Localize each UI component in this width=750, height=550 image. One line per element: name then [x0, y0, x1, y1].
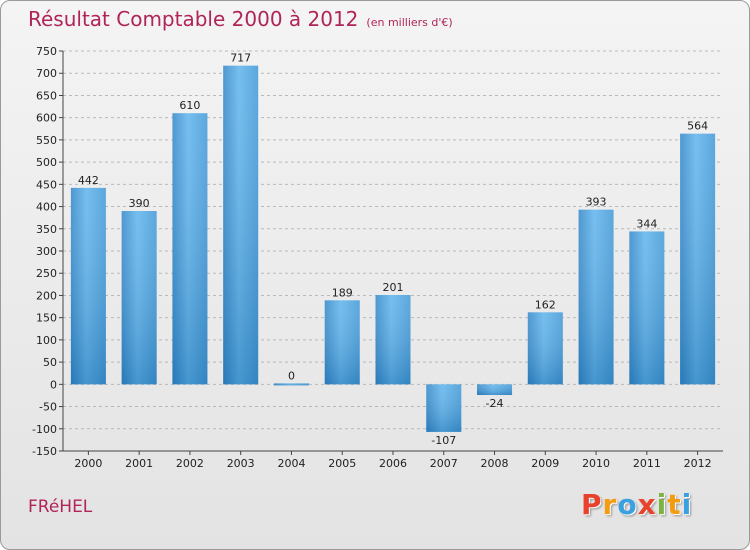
x-tick-label-2004: 2004: [277, 457, 305, 470]
chart-title: Résultat Comptable 2000 à 2012 (en millie…: [28, 7, 453, 31]
y-tick-label: 350: [36, 223, 57, 236]
y-tick-label: 100: [36, 334, 57, 347]
proxiti-logo: Proxiti: [581, 488, 692, 521]
value-label-2002: 610: [179, 99, 200, 112]
value-label-2006: 201: [383, 281, 404, 294]
x-tick-label-2011: 2011: [633, 457, 661, 470]
y-tick-label: 250: [36, 267, 57, 280]
bar-shade-2008: [477, 384, 513, 395]
bars: [70, 65, 716, 432]
bar-shade-2003: [223, 65, 259, 385]
chart-title-text: Résultat Comptable 2000 à 2012: [28, 7, 359, 31]
y-tick-label: -50: [39, 401, 57, 414]
commune-name: FRéHEL: [28, 497, 93, 517]
y-tick-label: 450: [36, 178, 57, 191]
x-tick-label-2007: 2007: [430, 457, 458, 470]
logo-letter: r: [602, 488, 618, 521]
value-label-2012: 564: [687, 120, 708, 133]
bar-shade-2012: [680, 133, 716, 385]
y-tick-label: 50: [43, 356, 57, 369]
x-tick-label-2009: 2009: [531, 457, 559, 470]
value-label-2007: -107: [431, 434, 456, 447]
bar-shade-2002: [172, 113, 208, 385]
bar-shade-2000: [70, 187, 106, 385]
value-label-2008: -24: [486, 397, 504, 410]
chart-subtitle: (en milliers d'€): [366, 16, 453, 29]
x-tick-label-2005: 2005: [328, 457, 356, 470]
x-tick-label-2002: 2002: [176, 457, 204, 470]
value-label-2000: 442: [78, 174, 99, 187]
x-tick-label-2012: 2012: [684, 457, 712, 470]
labels: 442 390 610 717 0 189 201 -107 -24 162 393 344 564: [78, 52, 708, 447]
grid-lines: [63, 50, 723, 452]
x-tick-label-2000: 2000: [74, 457, 102, 470]
y-tick-label: 500: [36, 156, 57, 169]
y-tick-label: 400: [36, 201, 57, 214]
value-label-2004: 0: [288, 369, 295, 382]
x-tick-label-2010: 2010: [582, 457, 610, 470]
x-tick-label-2003: 2003: [227, 457, 255, 470]
y-tick-label: 650: [36, 89, 57, 102]
y-tick-label: 300: [36, 245, 57, 258]
value-label-2003: 717: [230, 52, 251, 65]
bar-shade-2006: [375, 295, 411, 385]
logo-letter: i: [681, 488, 693, 521]
y-tick-label: 550: [36, 134, 57, 147]
logo-letter: P: [581, 488, 603, 521]
bar-shade-2010: [578, 209, 614, 385]
bar-shade-2004: [273, 383, 309, 386]
y-tick-label: -100: [32, 423, 57, 436]
logo-letter: i: [656, 488, 668, 521]
x-tick-label-2008: 2008: [481, 457, 509, 470]
y-tick-label: 150: [36, 312, 57, 325]
bar-shade-2011: [629, 231, 665, 385]
value-label-2009: 162: [535, 298, 556, 311]
bar-shade-2007: [426, 384, 462, 432]
logo-letter: x: [637, 488, 657, 521]
bar-shade-2009: [527, 312, 563, 385]
value-label-2001: 390: [129, 197, 150, 210]
y-tick-label: 0: [50, 378, 57, 391]
logo-letter: o: [617, 488, 638, 521]
y-tick-label: -150: [32, 445, 57, 458]
y-tick-label: 700: [36, 67, 57, 80]
x-tick-label-2001: 2001: [125, 457, 153, 470]
y-tick-label: 600: [36, 112, 57, 125]
x-tick-label-2006: 2006: [379, 457, 407, 470]
axis: -150 -100 -50 0 50 100 150 200 250 300 350 400 450 50…: [32, 45, 723, 470]
logo-letter: t: [667, 488, 682, 521]
bar-shade-2001: [121, 211, 157, 385]
bar-shade-2005: [324, 300, 360, 385]
y-tick-label: 200: [36, 289, 57, 302]
value-label-2005: 189: [332, 286, 353, 299]
value-label-2010: 393: [586, 196, 607, 209]
y-tick-label: 750: [36, 45, 57, 58]
value-label-2011: 344: [636, 217, 657, 230]
